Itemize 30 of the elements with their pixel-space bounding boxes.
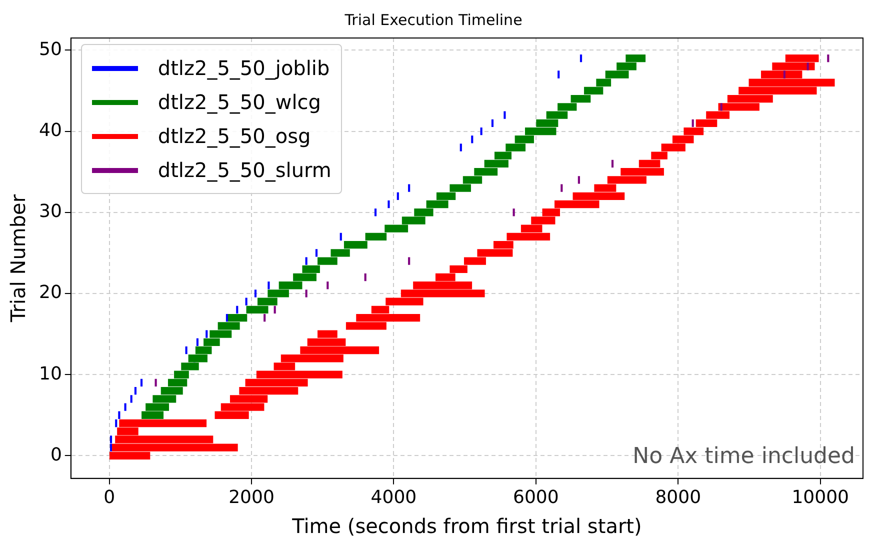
bar [140, 378, 143, 387]
legend-label: dtlz2_5_50_osg [158, 124, 311, 148]
legend-label: dtlz2_5_50_joblib [158, 56, 330, 80]
bar [226, 314, 228, 322]
bar [254, 290, 257, 298]
x-axis-title: Time (seconds from first trial start) [291, 514, 642, 538]
x-tick-label: 10000 [792, 486, 849, 508]
legend-label: dtlz2_5_50_wlcg [158, 90, 321, 114]
x-tick-label: 8000 [655, 486, 702, 508]
y-tick-label: 40 [39, 120, 62, 141]
bar [491, 119, 494, 127]
bar [374, 208, 377, 216]
x-tick-label: 6000 [513, 486, 559, 508]
y-tick-label: 20 [39, 282, 62, 304]
bar [580, 54, 582, 62]
y-tick-label: 10 [39, 363, 62, 384]
y-tick-label: 0 [50, 444, 62, 466]
bar [611, 160, 614, 168]
legend-label: dtlz2_5_50_slurm [158, 158, 332, 182]
bar [196, 338, 199, 346]
bar [134, 386, 137, 395]
y-tick-label: 50 [39, 38, 62, 60]
y-tick-label: 30 [39, 201, 62, 222]
x-tick-label: 0 [104, 486, 116, 508]
chart-title: Trial Execution Timeline [344, 10, 522, 29]
y-axis-title: Trial Number [6, 194, 30, 323]
x-tick-label: 2000 [228, 486, 274, 508]
annotation: No Ax time included [632, 444, 855, 470]
x-tick-label: 4000 [370, 486, 417, 508]
bar [315, 249, 318, 257]
